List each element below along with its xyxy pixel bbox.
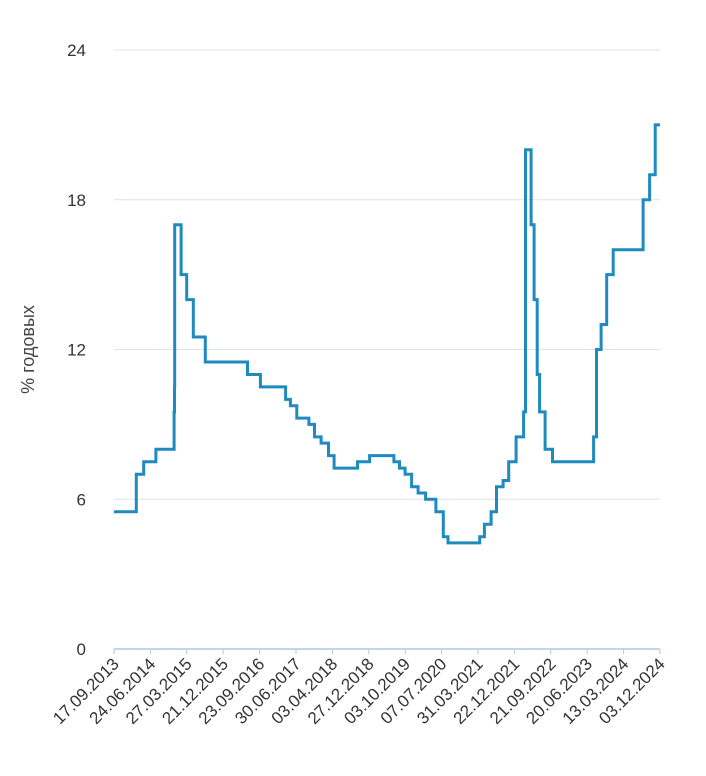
- series-layer: [114, 123, 660, 545]
- y-tick-label: 18: [67, 191, 86, 210]
- grid: [114, 49, 660, 650]
- y-tick-label: 0: [77, 640, 86, 659]
- x-axis: 17.09.201324.06.201427.03.201521.12.2015…: [49, 649, 669, 728]
- y-tick-label: 6: [77, 490, 86, 509]
- y-tick-label: 12: [67, 341, 86, 360]
- y-axis-label: % годовых: [18, 305, 38, 394]
- y-axis: 0 6 12 18 24: [67, 41, 86, 659]
- y-tick-label: 24: [67, 41, 86, 60]
- series-line: [114, 123, 660, 545]
